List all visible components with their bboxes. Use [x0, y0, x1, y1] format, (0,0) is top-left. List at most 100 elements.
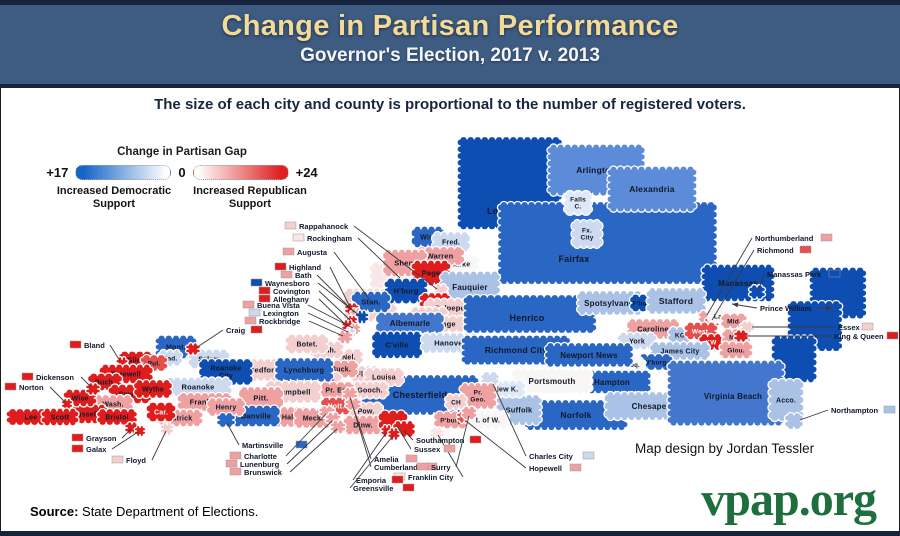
svg-text:Pow.: Pow.	[358, 408, 375, 415]
svg-text:W'burg: W'burg	[643, 359, 666, 366]
region-surry-region[interactable]	[460, 405, 478, 421]
callout-swatch-charles-city	[582, 451, 595, 460]
region-carroll[interactable]: Car.	[145, 401, 177, 423]
region-galax-region[interactable]	[133, 424, 147, 438]
region-lynchburg[interactable]: Lynchburg	[273, 356, 335, 383]
svg-text:Bedford: Bedford	[249, 366, 279, 375]
svg-text:Wash.: Wash.	[102, 401, 123, 408]
region-fairfax-city[interactable]: Fx. City	[570, 218, 604, 250]
callout-norton: Norton	[4, 382, 66, 403]
svg-text:Mont.: Mont.	[166, 344, 186, 351]
svg-text:Louisa: Louisa	[372, 374, 396, 381]
callout-swatch-hopewell	[569, 463, 582, 472]
region-franklin-city-region[interactable]	[428, 425, 446, 441]
callout-northumberland: Northumberland	[706, 233, 833, 316]
callout-swatch-rockingham	[292, 233, 305, 242]
region-craig-region[interactable]	[184, 341, 202, 357]
svg-text:Shen.: Shen.	[394, 259, 415, 268]
region-scott[interactable]: Scott	[40, 407, 80, 427]
svg-text:Albemarle: Albemarle	[390, 319, 431, 328]
region-fairfax[interactable]: Fairfax	[496, 200, 719, 286]
callout-swatch-dickenson	[21, 372, 34, 381]
callout-swatch-amelia	[405, 454, 418, 463]
svg-text:Spotsylvania: Spotsylvania	[584, 299, 636, 308]
svg-text:Danville: Danville	[241, 412, 271, 421]
callout-swatch-augusta	[282, 247, 295, 256]
svg-text:Sussex: Sussex	[414, 445, 441, 454]
region-alexandria[interactable]: Alexandria	[606, 165, 698, 213]
svg-text:Emporia: Emporia	[356, 476, 387, 485]
svg-text:Fred.: Fred.	[442, 239, 460, 246]
region-wythe[interactable]: Wythe	[132, 378, 174, 400]
callout-swatch-richmond	[799, 245, 812, 254]
callout-bath: Bath	[280, 270, 355, 313]
svg-text:Lexington: Lexington	[263, 309, 299, 318]
region-northampton-region[interactable]	[783, 411, 805, 431]
svg-text:P'burg: P'burg	[440, 417, 462, 424]
svg-text:Botet.: Botet.	[296, 341, 317, 348]
callout-lunenburg: Lunenburg	[225, 420, 333, 469]
region-dickenson-region[interactable]	[84, 381, 102, 397]
callout-king-and-queen: King & Queen	[745, 331, 899, 341]
region-charlottesville[interactable]: C'ville	[370, 330, 424, 360]
callout-swatch-grayson	[71, 433, 84, 442]
region-botetourt[interactable]: Botet.	[284, 333, 330, 355]
region-dinwiddie[interactable]: Dinw.	[342, 414, 384, 436]
region-gloucester[interactable]: Glou.	[718, 340, 754, 360]
region-stafford[interactable]: Stafford	[645, 286, 708, 316]
region-newport-news[interactable]: Newport News	[543, 341, 635, 369]
svg-text:King & Queen: King & Queen	[834, 332, 884, 341]
region-brunswick-region[interactable]	[329, 419, 347, 435]
region-henry[interactable]: Henry	[205, 396, 247, 418]
svg-text:Charlotte: Charlotte	[244, 452, 277, 461]
svg-text:Greensville: Greensville	[353, 484, 393, 493]
region-henrico[interactable]: Henrico	[462, 293, 598, 335]
svg-text:Essex: Essex	[838, 323, 861, 332]
callout-rockingham: Rockingham	[292, 233, 401, 279]
region-martinsville-region[interactable]	[215, 411, 237, 429]
svg-text:Stafford: Stafford	[659, 296, 693, 306]
footer-bottom-strip	[0, 531, 900, 536]
callout-swatch-galax	[71, 444, 84, 453]
callout-rappahanock: Rappahanock	[284, 221, 438, 290]
svg-text:C'ville: C'ville	[385, 341, 408, 350]
header-top-strip	[0, 0, 900, 5]
region-king-and-queen-region[interactable]	[732, 328, 750, 344]
svg-text:Giles: Giles	[127, 357, 145, 364]
region-virginia-beach[interactable]: Virginia Beach	[666, 359, 786, 427]
svg-text:KW: KW	[705, 339, 717, 346]
callout-swatch-highland	[274, 262, 287, 271]
region-norfolk[interactable]: Norfolk	[523, 398, 629, 432]
region-floyd-region[interactable]	[159, 421, 175, 437]
region-manassas-park[interactable]	[747, 283, 767, 301]
callout-swatch-surry	[416, 462, 429, 471]
svg-text:Franklin City: Franklin City	[408, 473, 454, 482]
legend-rep-gradient	[192, 165, 289, 180]
region-amelia-region[interactable]	[343, 396, 363, 412]
svg-text:Lynchburg: Lynchburg	[284, 366, 324, 375]
svg-text:CH: CH	[451, 399, 461, 406]
svg-text:Brunswick: Brunswick	[244, 468, 283, 477]
svg-text:Surry: Surry	[431, 463, 451, 472]
vpap-logo[interactable]: vpap.org	[701, 473, 877, 526]
callout-buena-vista: Buena Vista	[242, 300, 354, 329]
callout-swatch-bath	[280, 270, 293, 279]
callout-swatch-manassas-park	[828, 269, 841, 278]
svg-text:Hanover: Hanover	[434, 339, 465, 348]
callout-floyd: Floyd	[111, 430, 167, 465]
callout-swatch-sussex	[443, 444, 456, 453]
svg-text:Lunenburg: Lunenburg	[240, 460, 280, 469]
svg-text:Bristol: Bristol	[105, 414, 129, 421]
svg-text:Wise: Wise	[71, 395, 88, 402]
svg-text:Richmond: Richmond	[757, 246, 794, 255]
region-greensville-region[interactable]	[387, 426, 401, 442]
svg-text:Mid.: Mid.	[727, 318, 741, 325]
svg-text:Richmond City: Richmond City	[485, 345, 548, 355]
svg-text:Win.: Win.	[420, 234, 436, 241]
region-falls-church[interactable]: Falls C.	[562, 189, 594, 217]
svg-text:Pr.Geo.: Pr. Geo.	[470, 390, 485, 404]
svg-text:Roanoke: Roanoke	[181, 383, 214, 392]
svg-text:Henrico: Henrico	[510, 313, 545, 323]
svg-text:Culpeper: Culpeper	[434, 304, 468, 313]
